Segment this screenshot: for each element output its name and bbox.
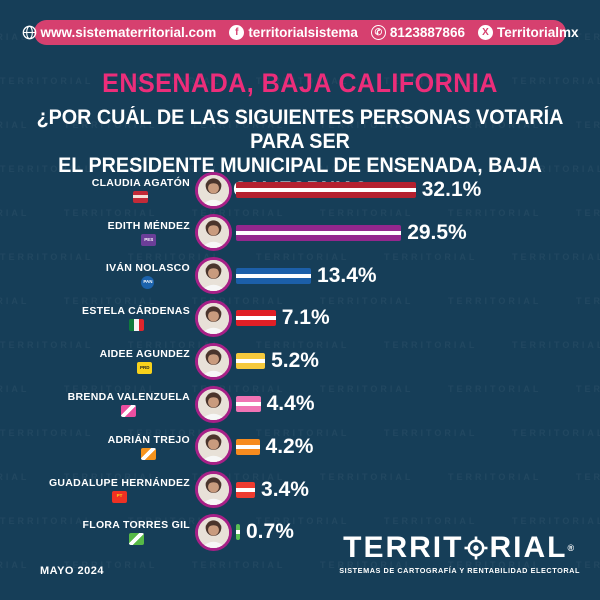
poll-row: EDITH MÉNDEZ PES 29.5% [0,212,600,254]
page-title: ENSENADA, BAJA CALIFORNIA [102,68,498,98]
poll-value-label: 7.1% [281,306,330,330]
poll-row: GUADALUPE HERNÁNDEZ PT 3.4% [0,469,600,511]
candidate-photo [195,299,232,337]
poll-value-label: 13.4% [317,263,377,287]
registered-mark: ® [567,543,577,553]
candidate-photo [195,513,232,551]
globe-icon [22,25,36,40]
facebook-icon: f [229,25,245,40]
poll-bar [236,481,256,498]
poll-value-label: 0.7% [246,520,294,544]
poll-bar [236,182,416,198]
party-logo-icon [141,447,157,460]
poll-bar [236,353,266,370]
whatsapp-icon: ✆ [370,25,386,40]
x-item: X Territorialmx [477,25,579,40]
territorial-wordmark: TERRIT RIAL ® [339,532,580,563]
poll-value-label: 3.4% [261,477,309,501]
candidate-photo [195,385,232,423]
party-logo-icon [121,405,137,417]
candidate-name-column: EDITH MÉNDEZ PES [0,220,190,246]
candidate-photo [195,428,232,466]
poll-bar [236,267,312,284]
poll-value-label: 4.4% [266,392,315,415]
candidate-photo [195,171,232,209]
poll-row: CLAUDIA AGATÓN 32.1% [0,169,600,211]
contact-banner: www.sistematerritorial.com f territorial… [22,20,579,45]
candidate-name: AIDEE AGUNDEZ [99,348,190,361]
party-logo-icon [128,319,144,332]
poll-bar [236,524,240,541]
poll-row: BRENDA VALENZUELA 4.4% [0,383,600,425]
party-logo-icon [128,533,144,546]
party-logo-icon [133,191,149,203]
party-logo-icon: PRD [137,362,153,375]
poll-value-label: 5.2% [271,349,319,373]
poll-value-label: 29.5% [407,220,467,244]
whatsapp-item: ✆ 8123887866 [370,25,465,40]
candidate-name: FLORA TORRES GIL [82,519,190,532]
poll-bar [236,396,261,412]
party-logo-icon: PAN [141,276,155,290]
brand-tagline: SISTEMAS DE CARTOGRAFÍA Y RENTABILIDAD E… [339,566,580,575]
poll-value-label: 4.2% [265,434,314,458]
candidate-photo [195,342,232,380]
watermark-text: TERRITORIAL [0,560,30,570]
candidate-photo [195,214,232,252]
candidate-name-column: ESTELA CÁRDENAS [0,305,190,332]
candidate-name: GUADALUPE HERNÁNDEZ [48,476,190,489]
candidate-name-column: AIDEE AGUNDEZ PRD [0,348,190,375]
candidate-name-column: ADRIÁN TREJO [0,434,190,460]
x-handle-text: Territorialmx [496,25,579,40]
candidate-name-column: IVÁN NOLASCO PAN [0,262,190,290]
facebook-item: f territorialsistema [229,25,358,40]
candidate-name-column: FLORA TORRES GIL [0,519,190,546]
poll-bar [236,224,402,241]
brand-right-text: RIAL [489,530,568,564]
poll-bar-chart: CLAUDIA AGATÓN 32.1% EDITH MÉNDEZ PES 29.5% I… [0,169,600,557]
date-label: MAYO 2024 [40,565,105,577]
poll-question-line1: ¿POR CUÁL DE LAS SIGUIENTES PERSONAS VOT… [36,106,564,153]
poll-bar [236,438,260,455]
candidate-name: CLAUDIA AGATÓN [91,177,190,189]
candidate-name-column: GUADALUPE HERNÁNDEZ PT [0,477,190,503]
candidate-name: ESTELA CÁRDENAS [82,305,190,318]
candidate-name: ADRIÁN TREJO [107,433,190,446]
poll-row: ESTELA CÁRDENAS 7.1% [0,297,600,339]
party-logo-icon: PT [111,490,127,503]
poll-row: IVÁN NOLASCO PAN 13.4% [0,255,600,297]
poll-row: FLORA TORRES GIL 0.7% [0,511,600,553]
party-logo-icon: PES [141,233,157,246]
watermark-text: TERRITORIAL [576,32,600,42]
candidate-photo [195,471,232,509]
brand-left-text: TERRIT [343,530,464,564]
candidate-name-column: BRENDA VALENZUELA [0,391,190,417]
watermark-text: TERRITORIAL [192,560,286,570]
candidate-name-column: CLAUDIA AGATÓN [0,177,190,203]
website-item: www.sistematerritorial.com [22,25,217,40]
x-icon: X [477,25,493,40]
website-text: www.sistematerritorial.com [40,25,217,40]
target-icon [464,536,488,559]
territorial-logo: TERRIT RIAL ® SISTEMAS DE CARTOGRAFÍA Y … [339,532,580,575]
poll-row: ADRIÁN TREJO 4.2% [0,426,600,468]
poll-bar [236,310,276,327]
phone-text: 8123887866 [389,25,465,40]
candidate-photo [195,257,232,295]
candidate-name: IVÁN NOLASCO [105,262,190,275]
candidate-name: BRENDA VALENZUELA [67,391,190,403]
poll-value-label: 32.1% [421,178,482,201]
facebook-text: territorialsistema [248,25,358,40]
poll-row: AIDEE AGUNDEZ PRD 5.2% [0,340,600,382]
candidate-name: EDITH MÉNDEZ [107,219,190,232]
